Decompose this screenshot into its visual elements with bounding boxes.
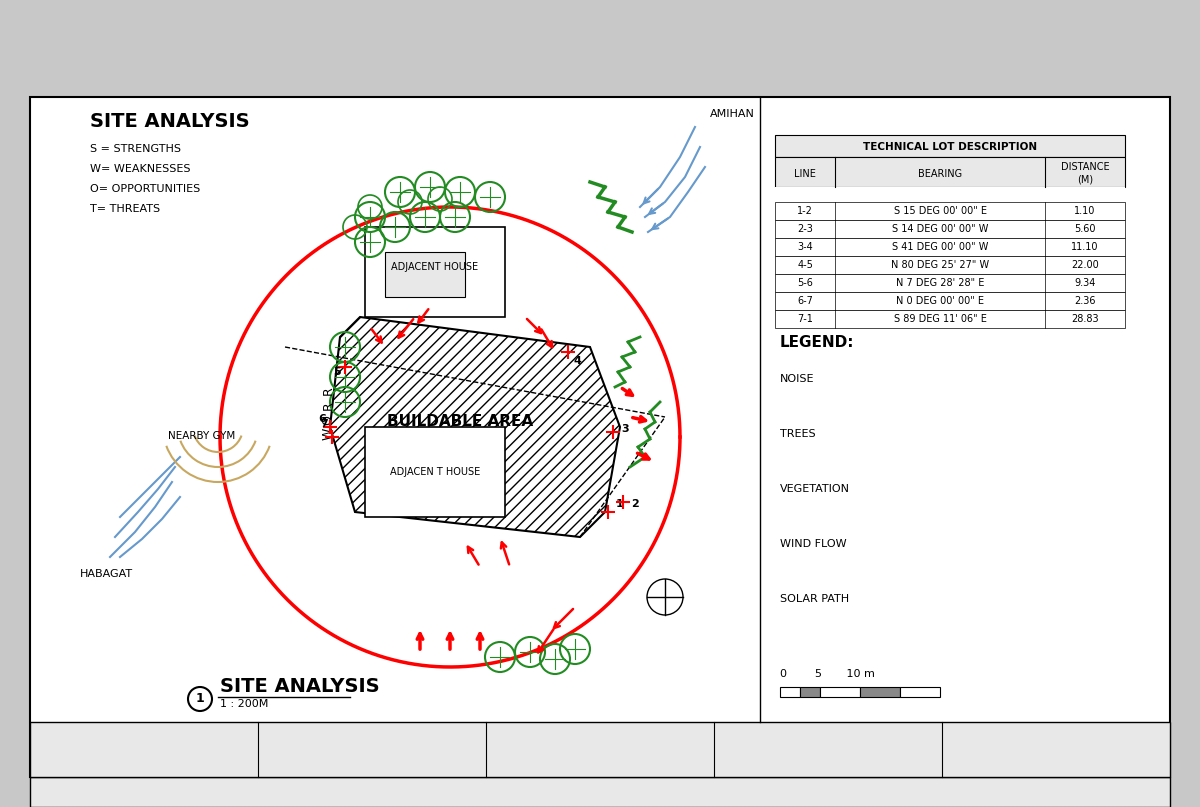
- Text: VEGETATION: VEGETATION: [780, 484, 850, 494]
- Bar: [860, 687, 900, 697]
- Bar: [775, 274, 1126, 292]
- Text: LINE: LINE: [794, 169, 816, 179]
- Text: 2: 2: [631, 499, 638, 509]
- Bar: [800, 687, 820, 697]
- Circle shape: [188, 687, 212, 711]
- Text: HABAGAT: HABAGAT: [80, 569, 133, 579]
- Text: 22.00: 22.00: [1072, 260, 1099, 270]
- Polygon shape: [330, 317, 620, 537]
- Bar: [30, 777, 1170, 807]
- Text: 5.60: 5.60: [1074, 224, 1096, 234]
- Bar: [775, 256, 1126, 274]
- Text: ADJACENT HOUSE: ADJACENT HOUSE: [391, 262, 479, 272]
- Text: 1-2: 1-2: [797, 206, 812, 216]
- Text: S = STRENGTHS: S = STRENGTHS: [90, 144, 181, 154]
- Text: R: R: [322, 401, 335, 410]
- Bar: [385, 252, 466, 297]
- Text: 5: 5: [334, 367, 341, 377]
- Bar: [820, 687, 860, 697]
- Bar: [30, 97, 1170, 777]
- Text: W: W: [322, 428, 335, 440]
- Text: 28.83: 28.83: [1072, 314, 1099, 324]
- Text: 2-3: 2-3: [797, 224, 812, 234]
- Bar: [30, 722, 1170, 777]
- Bar: [780, 687, 800, 697]
- Text: TECHNICAL LOT DESCRIPTION: TECHNICAL LOT DESCRIPTION: [863, 142, 1037, 152]
- Bar: [775, 135, 1126, 157]
- Text: S 15 DEG 00' 00" E: S 15 DEG 00' 00" E: [894, 206, 986, 216]
- Text: SITE ANALYSIS: SITE ANALYSIS: [220, 677, 379, 696]
- Text: T= THREATS: T= THREATS: [90, 204, 160, 214]
- Text: TREES: TREES: [780, 429, 816, 439]
- Text: 4-5: 4-5: [797, 260, 812, 270]
- Text: S 14 DEG 00' 00" W: S 14 DEG 00' 00" W: [892, 224, 988, 234]
- Text: AMIHAN: AMIHAN: [710, 109, 755, 119]
- Text: NEARBY GYM: NEARBY GYM: [168, 431, 235, 441]
- Text: 5-6: 5-6: [797, 278, 812, 288]
- Text: WIND FLOW: WIND FLOW: [780, 539, 847, 549]
- Text: 6-7: 6-7: [797, 296, 812, 306]
- Bar: [900, 687, 940, 697]
- Text: S 41 DEG 00' 00" W: S 41 DEG 00' 00" W: [892, 242, 988, 252]
- Text: 7-1: 7-1: [797, 314, 812, 324]
- Text: 4: 4: [574, 356, 581, 366]
- Text: 1.10: 1.10: [1074, 206, 1096, 216]
- Text: DISTANCE: DISTANCE: [1061, 162, 1109, 172]
- Text: (M): (M): [1076, 174, 1093, 184]
- Bar: [775, 220, 1126, 238]
- Text: R: R: [322, 387, 335, 395]
- Bar: [775, 292, 1126, 310]
- Bar: [365, 227, 505, 317]
- Bar: [775, 310, 1126, 328]
- Text: 1: 1: [196, 692, 204, 705]
- Text: 9.34: 9.34: [1074, 278, 1096, 288]
- Text: 0        5       10 m: 0 5 10 m: [780, 669, 875, 679]
- Text: N 0 DEG 00' 00" E: N 0 DEG 00' 00" E: [896, 296, 984, 306]
- Bar: [775, 157, 1126, 187]
- Text: 3-4: 3-4: [797, 242, 812, 252]
- Text: LEGEND:: LEGEND:: [780, 335, 854, 350]
- Bar: [365, 427, 505, 517]
- Text: 7: 7: [320, 419, 328, 429]
- Text: W= WEAKNESSES: W= WEAKNESSES: [90, 164, 191, 174]
- Text: 11.10: 11.10: [1072, 242, 1099, 252]
- Bar: [775, 187, 1126, 202]
- Text: O: O: [322, 415, 335, 425]
- Text: N 7 DEG 28' 28" E: N 7 DEG 28' 28" E: [896, 278, 984, 288]
- Bar: [775, 202, 1126, 220]
- Text: 3: 3: [622, 424, 629, 434]
- Text: 1: 1: [616, 499, 624, 509]
- Text: 1 : 200M: 1 : 200M: [220, 699, 269, 709]
- Text: O= OPPORTUNITIES: O= OPPORTUNITIES: [90, 184, 200, 194]
- Text: 6: 6: [318, 414, 326, 424]
- Text: ADJACEN T HOUSE: ADJACEN T HOUSE: [390, 467, 480, 477]
- Text: 2.36: 2.36: [1074, 296, 1096, 306]
- Text: BUILDABLE AREA: BUILDABLE AREA: [386, 415, 533, 429]
- Text: N 80 DEG 25' 27" W: N 80 DEG 25' 27" W: [890, 260, 989, 270]
- Bar: [775, 238, 1126, 256]
- Text: BEARING: BEARING: [918, 169, 962, 179]
- Text: NOISE: NOISE: [780, 374, 815, 384]
- Text: S 89 DEG 11' 06" E: S 89 DEG 11' 06" E: [894, 314, 986, 324]
- Text: SOLAR PATH: SOLAR PATH: [780, 594, 850, 604]
- Text: SITE ANALYSIS: SITE ANALYSIS: [90, 112, 250, 131]
